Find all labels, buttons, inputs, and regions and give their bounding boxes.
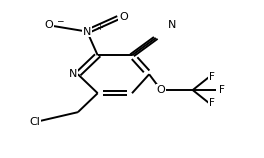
Text: Cl: Cl	[29, 117, 40, 127]
Text: −: −	[56, 16, 64, 25]
Text: F: F	[209, 72, 215, 82]
Text: N: N	[69, 69, 77, 79]
Text: F: F	[209, 98, 215, 108]
Text: N: N	[83, 27, 91, 37]
Text: O: O	[157, 85, 166, 95]
Text: +: +	[96, 23, 103, 32]
Text: O: O	[44, 20, 53, 30]
Text: F: F	[219, 85, 225, 95]
Text: N: N	[167, 20, 176, 30]
Text: O: O	[119, 12, 128, 22]
